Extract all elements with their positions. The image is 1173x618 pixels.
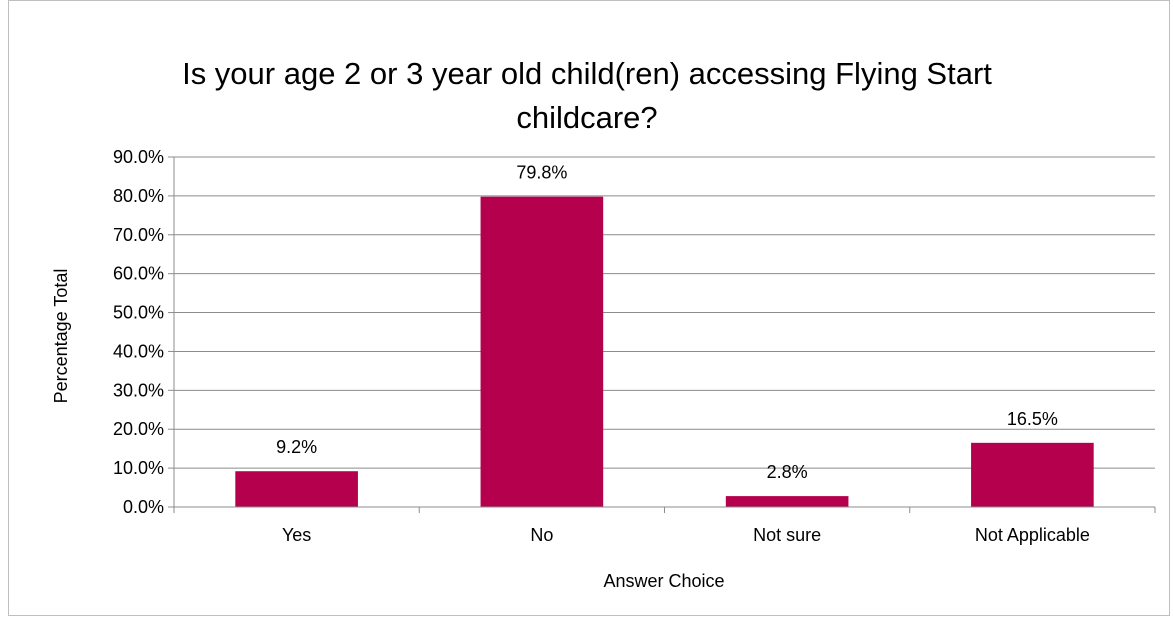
data-label: 16.5%: [1007, 409, 1058, 429]
y-tick-label: 60.0%: [113, 264, 164, 284]
chart-title-line-1: Is your age 2 or 3 year old child(ren) a…: [182, 56, 992, 91]
x-tick-label: No: [530, 525, 553, 545]
y-tick-label: 70.0%: [113, 225, 164, 245]
y-tick-labels: 0.0% 10.0% 20.0% 30.0% 40.0% 50.0% 60.0% 70.0% 8…: [113, 147, 164, 517]
axes: [168, 156, 1156, 513]
y-tick-label: 20.0%: [113, 419, 164, 439]
data-label: 79.8%: [516, 163, 567, 183]
x-tick-label: Not sure: [753, 525, 821, 545]
data-label: 2.8%: [767, 462, 808, 482]
data-labels: 9.2% 79.8% 2.8% 16.5%: [276, 163, 1058, 482]
bars: [235, 196, 1094, 507]
x-axis-title: Answer Choice: [603, 571, 724, 591]
chart-title-line-2: childcare?: [516, 100, 657, 135]
y-axis-title: Percentage Total: [51, 269, 71, 404]
bar-not-sure: [725, 496, 849, 507]
data-label: 9.2%: [276, 437, 317, 457]
y-tick-label: 90.0%: [113, 147, 164, 167]
y-tick-label: 0.0%: [123, 497, 164, 517]
bar-yes: [235, 471, 358, 507]
y-tick-label: 50.0%: [113, 303, 164, 323]
bar-no: [480, 196, 604, 507]
x-tick-label: Yes: [282, 525, 311, 545]
y-tick-label: 40.0%: [113, 341, 164, 361]
x-tick-labels: Yes No Not sure Not Applicable: [282, 525, 1090, 545]
bar-not-applicable: [971, 442, 1094, 507]
y-tick-label: 30.0%: [113, 380, 164, 400]
y-tick-label: 80.0%: [113, 186, 164, 206]
x-tick-label: Not Applicable: [975, 525, 1090, 545]
y-tick-label: 10.0%: [113, 458, 164, 478]
